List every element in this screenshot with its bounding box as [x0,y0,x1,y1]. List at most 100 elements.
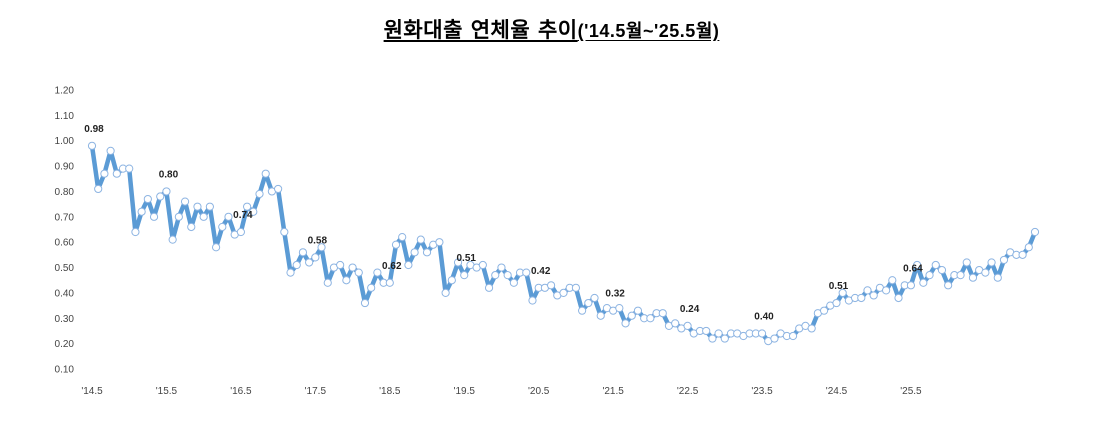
data-label: 0.42 [531,266,551,277]
data-point [999,255,1009,265]
data-points [87,141,1040,346]
data-point [646,314,655,323]
data-point [1024,243,1033,252]
data-point [236,227,245,237]
y-tick-label: 0.50 [55,263,75,274]
data-point [249,207,258,216]
data-point [199,212,208,221]
data-point [993,273,1002,282]
data-point [460,271,469,280]
data-point [162,187,171,196]
data-point [100,169,109,178]
y-tick-label: 1.10 [55,111,75,122]
data-labels: 0.98 0.80 0.74 0.58 0.62 0.51 0.42 0.32 0.24 0.40… [84,124,923,323]
data-point [112,169,121,178]
x-tick-label: '17.5 [305,386,327,397]
data-point [193,202,202,211]
data-point [807,324,816,333]
data-point [441,288,450,298]
data-point [94,184,103,194]
data-point [168,235,177,244]
x-tick-label: '16.5 [230,386,252,397]
data-point [317,243,326,252]
data-point [596,311,605,320]
data-point [292,260,301,270]
data-point [391,240,401,249]
data-label: 0.80 [159,169,179,180]
y-tick-label: 0.70 [55,212,75,223]
data-label: 0.74 [233,210,253,221]
data-point [348,263,357,272]
data-point [882,286,891,295]
y-tick-label: 1.20 [55,86,75,97]
data-point [305,258,314,267]
data-point [373,268,382,277]
data-point [367,283,376,292]
data-label: 0.51 [829,281,849,292]
y-tick-label: 0.30 [55,314,75,325]
data-point [484,283,494,292]
data-label: 0.51 [457,253,477,264]
data-point [416,235,425,244]
data-point [491,271,500,280]
data-label: 0.58 [308,235,328,246]
data-point [211,243,221,252]
data-point [708,334,717,343]
chart-title-period: ('14.5월~'25.5월) [577,21,720,41]
data-point [931,260,940,270]
data-point [509,278,518,287]
data-point [906,281,916,290]
y-axis-ticks: 1.20 1.10 1.00 0.90 0.80 0.70 0.60 0.50 0.40 0.30… [55,86,75,376]
data-point [658,309,667,318]
data-point [435,238,444,247]
data-point [702,326,711,336]
data-point [156,192,165,201]
y-tick-label: 0.10 [55,365,75,376]
x-tick-label: '25.5 [900,386,922,397]
data-point [869,291,878,300]
data-point [621,319,630,328]
data-point [422,248,432,257]
data-point [453,258,463,267]
data-point [410,248,419,257]
data-point [87,141,97,150]
data-point [981,268,990,277]
data-label: 0.64 [903,263,923,274]
data-point [863,286,872,295]
x-tick-label: '15.5 [156,386,178,397]
data-point [131,227,140,237]
data-label: 0.24 [680,304,700,315]
data-point [714,329,723,338]
data-point [218,222,227,232]
data-point [447,276,456,285]
y-tick-label: 0.60 [55,238,75,249]
data-point [944,281,953,290]
data-point [757,329,767,338]
data-point [956,271,965,280]
data-point [298,248,308,257]
data-point [137,207,146,216]
chart-title: 원화대출 연체율 추이('14.5월~'25.5월) [0,14,1103,44]
data-point [578,306,587,315]
data-point [633,306,643,315]
data-point [671,319,680,328]
y-tick-label: 0.80 [55,187,75,198]
data-point [274,184,283,194]
x-tick-label: '22.5 [677,386,699,397]
data-point [106,146,115,155]
data-point [143,194,152,204]
data-point [857,293,866,303]
data-point [838,288,847,298]
data-point [261,169,270,178]
y-tick-label: 0.90 [55,162,75,173]
data-point [336,260,345,270]
data-point [590,293,599,303]
data-point [571,283,581,292]
data-point [913,260,922,270]
data-point [503,271,512,280]
data-point [224,212,233,221]
series-line [89,143,1038,344]
data-point [987,258,996,267]
data-point [788,331,798,341]
data-point [1030,227,1040,237]
